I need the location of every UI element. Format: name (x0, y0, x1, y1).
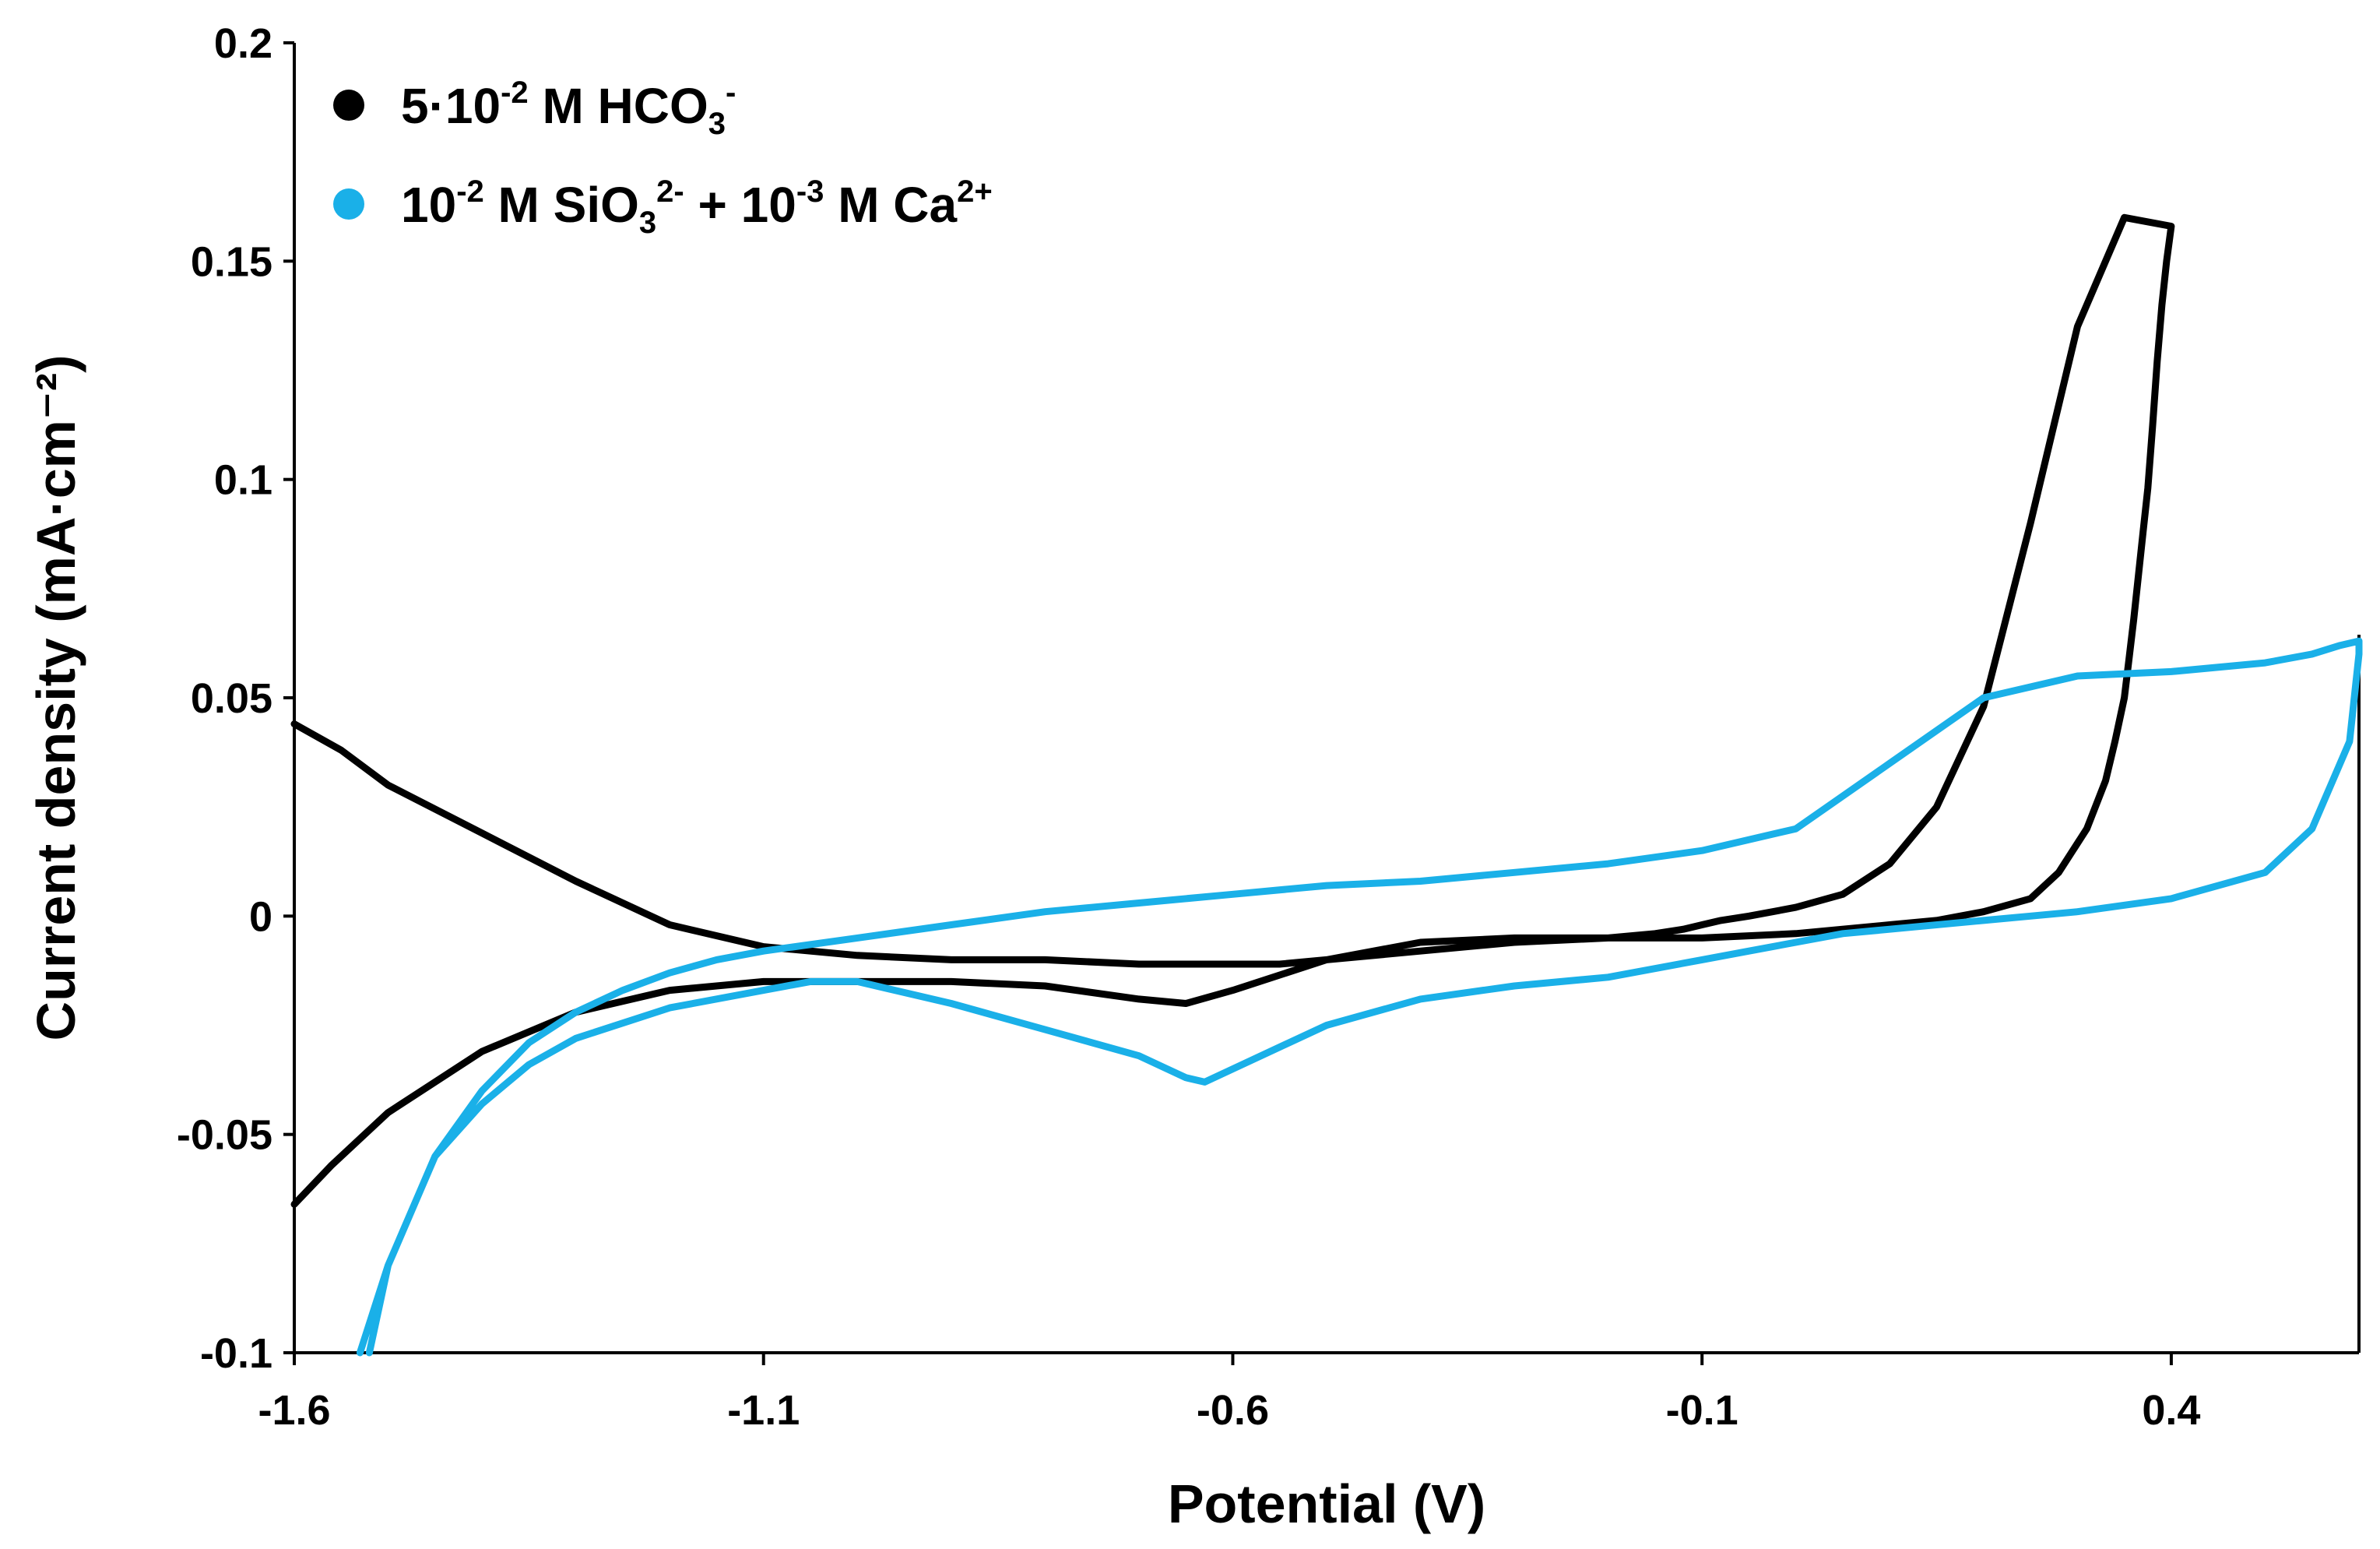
legend-text-part: M Ca (824, 177, 957, 233)
y-axis-title: Current density (mA·cm⁻²) (26, 355, 86, 1041)
legend-superscript: - (726, 76, 736, 110)
legend-text-part: 5·10 (401, 78, 501, 134)
legend-superscript: -3 (796, 174, 824, 209)
x-axis-title: Potential (V) (1168, 1473, 1485, 1534)
x-tick-label: -0.1 (1666, 1387, 1738, 1434)
y-tick-label: 0.1 (214, 457, 272, 504)
x-tick-label: -1.1 (727, 1387, 800, 1434)
y-tick-label: 0.05 (191, 675, 272, 722)
x-tick-label: -0.6 (1197, 1387, 1269, 1434)
legend-label-sio3-ca: 10-2 M SiO32- + 10-3 M Ca2+ (401, 174, 993, 240)
legend-marker-hco3 (333, 90, 364, 121)
legend-text-part: M SiO (484, 177, 639, 233)
x-tick-label: 0.4 (2142, 1387, 2200, 1434)
legend-subscript: 3 (639, 206, 656, 240)
y-tick-label: 0.2 (214, 20, 272, 67)
x-axis-ticks: -1.6 -1.1 -0.6 -0.1 0.4 (258, 1353, 2200, 1434)
legend-subscript: 3 (708, 107, 726, 141)
legend-label-hco3: 5·10-2 M HCO3- (401, 76, 736, 141)
y-tick-label: 0.15 (191, 238, 272, 285)
legend: 5·10-2 M HCO3- 10-2 M SiO32- + 10-3 M Ca… (333, 76, 993, 240)
series-layer (290, 213, 2363, 1357)
legend-superscript: -2 (501, 76, 529, 110)
legend-superscript: -2 (456, 174, 484, 209)
x-tick-label: -1.6 (258, 1387, 330, 1434)
y-axis-ticks: -0.1 -0.05 0 0.05 0.1 0.15 0.2 (177, 20, 294, 1377)
series-line-hco3 (290, 213, 2175, 1208)
legend-text-part: M HCO (529, 78, 708, 134)
series-line-sio3-ca (356, 637, 2363, 1357)
legend-text-part: + 10 (684, 177, 796, 233)
y-tick-label: -0.1 (200, 1330, 272, 1377)
legend-text-part: 10 (401, 177, 456, 233)
y-tick-label: -0.05 (177, 1112, 272, 1159)
y-tick-label: 0 (249, 893, 272, 940)
legend-superscript: 2- (656, 174, 684, 209)
legend-marker-sio3-ca (333, 188, 364, 220)
legend-superscript: 2+ (957, 174, 993, 209)
